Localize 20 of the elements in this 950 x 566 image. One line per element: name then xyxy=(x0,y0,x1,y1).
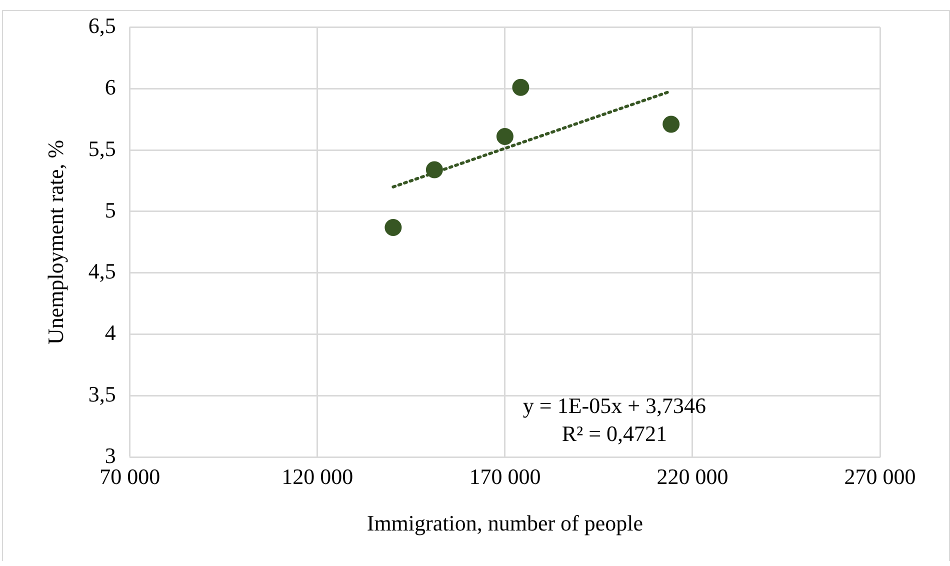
point xyxy=(426,161,443,178)
y-tick-label: 3,5 xyxy=(88,382,116,407)
annotation: R² = 0,4721 xyxy=(562,420,668,446)
point xyxy=(384,218,402,236)
x-tick-label: 220 000 xyxy=(656,464,728,490)
x-tick-label: 170 000 xyxy=(469,464,541,490)
y-axis-title: Unemployment rate, % xyxy=(42,140,68,345)
y-tick-label: 4,5 xyxy=(88,258,116,284)
y-tick-label: 6,5 xyxy=(88,12,116,38)
x-tick-label: 120 000 xyxy=(282,464,354,490)
y-tick-label: 5 xyxy=(104,197,116,222)
point xyxy=(496,128,514,146)
y-tick-label: 4 xyxy=(104,320,116,346)
point xyxy=(512,78,530,96)
annotation: y = 1E-05x + 3,7346 xyxy=(522,392,706,418)
y-tick-label: 6 xyxy=(104,74,116,100)
x-axis-title: Immigration, number of people xyxy=(366,510,644,536)
y-tick-label: 5,5 xyxy=(88,136,116,161)
point xyxy=(662,116,680,133)
x-tick-label: 270 000 xyxy=(844,464,916,490)
